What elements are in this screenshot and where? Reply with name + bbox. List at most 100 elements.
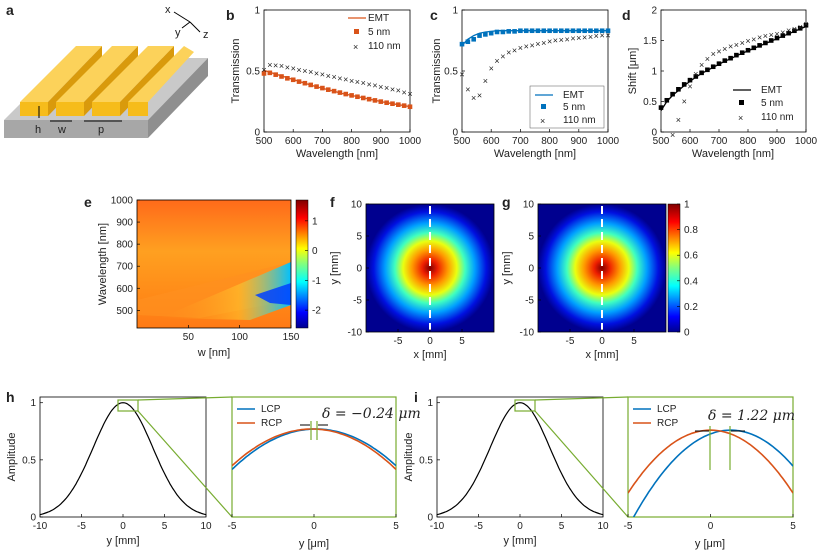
heatmap-feature bbox=[160, 262, 291, 320]
strip-front bbox=[56, 102, 84, 116]
colorbar-tick-label: 1 bbox=[684, 200, 690, 211]
y-axis-label: Transmission bbox=[431, 39, 443, 104]
x-tick-label: -10 bbox=[33, 521, 48, 532]
panel-a-schematic: a h w p x bbox=[4, 2, 209, 138]
point-110nm: × bbox=[676, 115, 681, 125]
y-tick-label: 1.5 bbox=[643, 36, 657, 47]
x-tick-label: 500 bbox=[454, 136, 471, 147]
point-5nm bbox=[664, 97, 670, 103]
point-5nm bbox=[658, 105, 664, 110]
point-110nm: × bbox=[798, 22, 803, 32]
point-110nm: × bbox=[693, 69, 698, 79]
point-5nm bbox=[529, 28, 535, 34]
point-5nm bbox=[710, 64, 716, 70]
point-5nm bbox=[290, 77, 296, 83]
x-axis-label: y [mm] bbox=[107, 535, 140, 547]
point-5nm bbox=[797, 26, 803, 31]
point-110nm: × bbox=[500, 51, 505, 61]
point-5nm bbox=[465, 39, 471, 45]
x-tick-label: -5 bbox=[77, 521, 86, 532]
point-110nm: × bbox=[722, 44, 727, 54]
point-110nm: × bbox=[757, 32, 762, 42]
y-tick-label: 0 bbox=[254, 128, 260, 139]
point-110nm: × bbox=[687, 81, 692, 91]
series-layer: ×××××××××××××××××××××××××× bbox=[459, 28, 611, 103]
point-110nm: × bbox=[483, 76, 488, 86]
shift-annotation: δ = −0.24 μm bbox=[322, 406, 421, 422]
legend-marker-110nm: × bbox=[540, 116, 545, 126]
y-tick-label: 900 bbox=[116, 218, 133, 229]
point-5nm bbox=[366, 96, 372, 102]
point-5nm bbox=[570, 28, 576, 34]
point-5nm bbox=[506, 29, 512, 34]
point-5nm bbox=[676, 87, 681, 92]
tick-layer: 50 100 150 500 600 700 800 900 1000 bbox=[111, 196, 300, 344]
colorbar-tick-label: -1 bbox=[312, 276, 321, 287]
point-110nm: × bbox=[682, 97, 687, 107]
point-5nm bbox=[786, 30, 791, 36]
dim-w-label: w bbox=[57, 124, 66, 136]
y-tick-label: 1 bbox=[427, 398, 433, 409]
point-110nm: × bbox=[494, 56, 499, 66]
substrate-front bbox=[4, 120, 148, 138]
point-5nm bbox=[541, 28, 547, 34]
point-110nm: × bbox=[780, 28, 785, 38]
grating-strips bbox=[20, 46, 194, 116]
point-110nm: × bbox=[699, 60, 704, 70]
x-tick-label: -5 bbox=[566, 336, 575, 347]
point-110nm: × bbox=[745, 36, 750, 46]
y-tick-label: 10 bbox=[351, 200, 363, 211]
point-5nm bbox=[757, 43, 762, 48]
y-tick-label: -10 bbox=[520, 328, 535, 339]
x-tick-label: 5 bbox=[559, 521, 565, 532]
point-110nm: × bbox=[605, 31, 610, 41]
point-5nm bbox=[267, 70, 273, 76]
point-110nm: × bbox=[471, 93, 476, 103]
point-5nm bbox=[279, 74, 284, 79]
legend: LCP RCP bbox=[633, 404, 678, 429]
amplitude-curve bbox=[436, 402, 604, 516]
y-tick-label: 500 bbox=[116, 306, 133, 317]
y-tick-label: 0 bbox=[528, 264, 534, 275]
x-tick-label: 5 bbox=[631, 336, 637, 347]
x-tick-label: 1000 bbox=[399, 136, 422, 147]
point-5nm bbox=[716, 61, 722, 66]
point-110nm: × bbox=[279, 61, 284, 71]
legend-marker-5nm bbox=[354, 29, 359, 34]
x-tick-label: -5 bbox=[394, 336, 403, 347]
x-tick-label: 800 bbox=[740, 136, 757, 147]
y-tick-label: 5 bbox=[528, 232, 534, 243]
point-5nm bbox=[314, 84, 319, 89]
point-5nm bbox=[547, 28, 552, 34]
point-110nm: × bbox=[477, 90, 482, 100]
point-5nm bbox=[471, 36, 476, 42]
legend-110nm: 110 nm bbox=[563, 115, 596, 126]
axis-z-label: z bbox=[203, 29, 209, 41]
point-110nm: × bbox=[786, 26, 791, 36]
point-110nm: × bbox=[302, 66, 307, 76]
point-5nm bbox=[378, 99, 384, 104]
y-tick-label: 5 bbox=[356, 232, 362, 243]
point-110nm: × bbox=[600, 31, 605, 41]
point-110nm: × bbox=[734, 40, 739, 50]
y-tick-label: 1 bbox=[651, 67, 657, 78]
point-110nm: × bbox=[763, 31, 768, 41]
point-5nm bbox=[588, 28, 593, 34]
colorbar-tick-label: 0.2 bbox=[684, 302, 698, 313]
point-5nm bbox=[605, 28, 611, 34]
point-110nm: × bbox=[331, 72, 336, 82]
axis-y-label: y bbox=[175, 27, 181, 39]
point-110nm: × bbox=[769, 30, 774, 40]
y-tick-label: 1 bbox=[30, 398, 36, 409]
point-5nm bbox=[500, 29, 506, 35]
y-tick-label: 1000 bbox=[111, 196, 134, 207]
legend-marker-110nm: × bbox=[353, 42, 358, 52]
point-5nm bbox=[582, 28, 587, 34]
tick-layer: 500 600 700 800 900 1000 0 0.5 1 bbox=[444, 6, 619, 148]
y-tick-label: 0.5 bbox=[444, 67, 458, 78]
y-tick-label: 0 bbox=[651, 128, 657, 139]
point-110nm: × bbox=[326, 71, 331, 81]
heatmap-feature bbox=[255, 283, 291, 305]
x-tick-label: 0 bbox=[599, 336, 605, 347]
zoom-connector bbox=[534, 396, 629, 401]
